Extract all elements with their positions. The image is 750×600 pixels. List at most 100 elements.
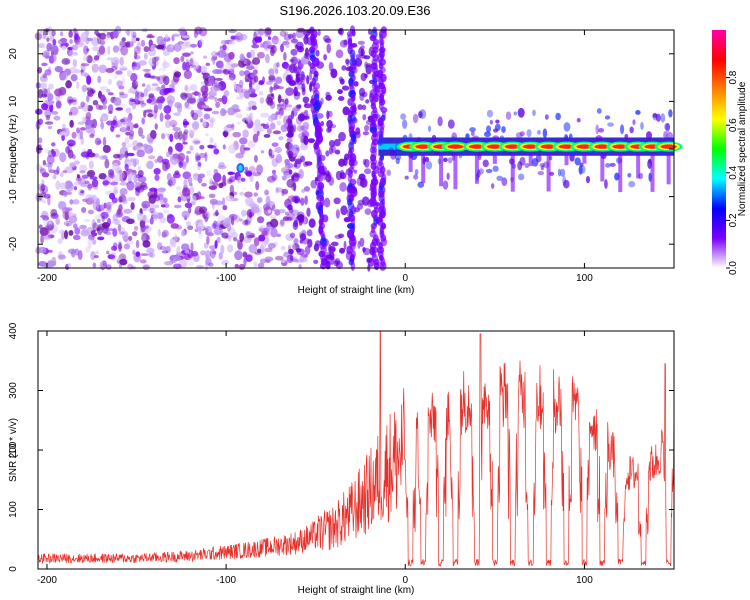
spectrogram-noise-blob xyxy=(339,172,347,180)
carrier-noise-blob xyxy=(604,115,611,120)
spectrogram-noise-blob xyxy=(212,181,219,188)
spectrogram-noise-blob xyxy=(169,133,174,143)
spectrogram-noise-blob xyxy=(211,87,218,93)
spectrogram-noise-blob xyxy=(69,99,77,103)
spectrogram-noise-blob xyxy=(246,235,256,239)
spectrogram-noise-blob xyxy=(107,92,114,96)
spectrogram-streak-blob xyxy=(373,261,380,271)
spectrogram-noise-blob xyxy=(237,176,242,183)
spectrogram-noise-blob xyxy=(157,228,161,237)
carrier-noise-blob xyxy=(499,135,504,140)
carrier-noise-blob xyxy=(624,133,629,140)
spectrogram-noise-blob xyxy=(122,199,128,205)
spectrogram-noise-blob xyxy=(185,155,189,164)
spectrogram-noise-blob xyxy=(106,201,115,206)
spectrogram-noise-blob xyxy=(125,107,132,114)
spectrogram-noise-blob xyxy=(287,150,294,159)
spectrogram-noise-blob xyxy=(195,155,201,161)
spectrogram-noise-blob xyxy=(126,196,136,202)
spectrogram-noise-blob xyxy=(150,129,157,140)
spectrogram-noise-blob xyxy=(244,219,249,225)
spectrogram-noise-blob xyxy=(181,52,191,57)
spectrogram-noise-blob xyxy=(72,234,81,241)
spectrogram-noise-blob xyxy=(315,49,320,57)
spectrogram-noise-blob xyxy=(189,186,195,195)
spectrogram-noise-blob xyxy=(282,253,289,258)
spectrogram-noise-blob xyxy=(189,145,194,152)
spectrogram-noise-blob xyxy=(119,118,126,123)
spectrogram-noise-blob xyxy=(115,70,123,75)
carrier-pulse-tail xyxy=(650,152,655,192)
spectrogram-noise-blob xyxy=(113,189,119,195)
spectrogram-noise-blob xyxy=(154,174,160,181)
spectrogram-noise-blob xyxy=(252,57,261,65)
y-tick-label: -10 xyxy=(8,189,19,204)
spectrogram-noise-blob xyxy=(353,169,358,174)
figure-title: S196.2026.103.20.09.E36 xyxy=(279,3,430,18)
spectrogram-noise-blob xyxy=(63,230,69,240)
spectrogram-noise-blob xyxy=(169,153,178,160)
carrier-noise-blob xyxy=(517,107,525,118)
spectrogram-noise-blob xyxy=(254,154,258,163)
spectrogram-noise-blob xyxy=(267,209,272,214)
spectrogram-noise-blob xyxy=(171,33,181,37)
spectrogram-noise-blob xyxy=(110,245,118,251)
spectrogram-noise-blob xyxy=(80,190,85,194)
spectrogram-noise-blob xyxy=(245,171,253,177)
spectrogram-noise-blob xyxy=(119,188,128,196)
spectrogram-noise-blob xyxy=(278,136,284,141)
snr-series xyxy=(37,330,675,567)
spectrogram-noise-blob xyxy=(47,259,53,269)
spectrogram-noise-blob xyxy=(262,124,270,130)
spectrogram-noise-blob xyxy=(155,204,160,208)
spectrogram-noise-blob xyxy=(302,115,310,120)
spectrogram-noise-blob xyxy=(131,34,137,44)
spectrogram-noise-blob xyxy=(320,120,325,127)
spectrogram-noise-blob xyxy=(59,72,68,81)
spectrogram-noise-blob xyxy=(100,211,109,219)
spectrogram-noise-blob xyxy=(140,92,145,98)
spectrogram-noise-blob xyxy=(221,232,229,239)
carrier-noise-blob xyxy=(489,120,493,125)
spectrogram-noise-blob xyxy=(276,103,284,107)
spectrogram-noise-blob xyxy=(284,211,290,216)
spectrogram-noise-blob xyxy=(80,229,90,237)
spectrogram-noise-blob xyxy=(142,264,150,271)
spectrogram-noise-blob xyxy=(313,259,319,264)
spectrogram-noise-blob xyxy=(326,119,333,129)
spectrogram-noise-blob xyxy=(355,54,360,60)
spectrogram-noise-blob xyxy=(232,237,238,242)
spectrogram-noise-blob xyxy=(213,220,218,229)
spectrogram-noise-blob xyxy=(217,97,225,102)
spectrogram-noise-blob xyxy=(49,44,58,53)
y-tick-label: 400 xyxy=(8,322,19,339)
spectrogram-noise-blob xyxy=(220,244,225,255)
spectrogram-noise-blob xyxy=(37,137,43,144)
spectrogram-noise-blob xyxy=(51,150,57,157)
spectrogram-noise-blob xyxy=(256,248,262,254)
spectrogram-noise-blob xyxy=(44,162,54,168)
spectrogram-noise-blob xyxy=(42,200,47,204)
spectrogram-noise-blob xyxy=(81,84,87,93)
spectrogram-noise-blob xyxy=(94,30,100,35)
spectrogram-noise-blob xyxy=(288,248,294,255)
spectrogram-noise-blob xyxy=(40,42,46,49)
spectrogram-noise-blob xyxy=(181,229,186,237)
spectrogram-noise-blob xyxy=(270,227,278,238)
spectrogram-noise-blob xyxy=(325,94,332,101)
spectrogram-noise-blob xyxy=(181,243,190,251)
spectrogram-noise-blob xyxy=(202,55,208,59)
spectrogram-noise-blob xyxy=(87,169,96,178)
spectrogram-noise-blob xyxy=(112,214,118,222)
spectrogram-noise-blob xyxy=(364,73,368,79)
colorbar-tick-label: 0.2 xyxy=(728,213,739,227)
spectrogram-noise-blob xyxy=(169,119,178,128)
spectrogram-noise-blob xyxy=(190,250,199,257)
spectrogram-noise-blob xyxy=(284,31,289,35)
spectrogram-noise-blob xyxy=(137,166,141,171)
spectrogram-noise-blob xyxy=(86,55,93,64)
spectrogram-noise-blob xyxy=(277,38,282,45)
spectrogram-noise-blob xyxy=(266,99,274,106)
spectrogram-noise-blob xyxy=(126,218,135,225)
